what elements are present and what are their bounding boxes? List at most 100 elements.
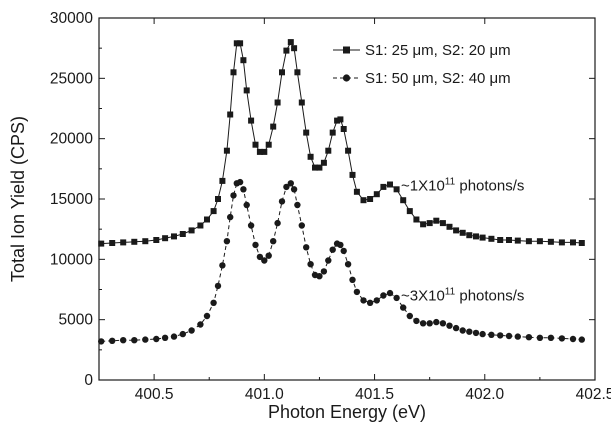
- data-point-circle: [236, 178, 244, 186]
- data-point-circle: [278, 198, 286, 205]
- data-point-circle: [406, 312, 413, 320]
- data-point-square: [525, 238, 532, 245]
- data-point-square: [497, 237, 504, 243]
- data-point-circle: [274, 219, 281, 227]
- data-point-circle: [514, 333, 521, 340]
- data-point-square: [274, 99, 281, 106]
- data-point-circle: [466, 328, 473, 335]
- data-point-circle: [252, 241, 259, 249]
- data-point-square: [473, 233, 479, 240]
- data-point-square: [233, 40, 240, 47]
- data-point-circle: [227, 213, 234, 221]
- series-1: [98, 39, 585, 247]
- data-point-square: [337, 116, 344, 123]
- data-point-circle: [525, 334, 533, 341]
- data-point-circle: [472, 329, 480, 337]
- data-point-square: [162, 235, 169, 242]
- y-axis-ticks: 0 5000 10000 15000 20000 25000 30000: [50, 10, 595, 389]
- data-point-circle: [452, 324, 460, 332]
- data-point-circle: [307, 261, 314, 268]
- x-tick-label: 400.5: [135, 386, 174, 403]
- data-point-circle: [243, 201, 250, 209]
- y-tick-label: 0: [84, 372, 93, 389]
- data-point-square: [578, 240, 585, 246]
- data-point-square: [223, 147, 230, 154]
- data-point-square: [334, 117, 341, 124]
- data-point-square: [153, 237, 160, 243]
- data-point-circle: [446, 322, 453, 329]
- data-point-square: [197, 222, 204, 229]
- data-point-circle: [188, 327, 195, 334]
- data-point-square: [479, 234, 486, 241]
- data-point-circle: [219, 262, 226, 269]
- data-point-square: [243, 87, 250, 94]
- data-point-square: [248, 117, 255, 124]
- data-point-square: [265, 141, 272, 148]
- data-point-circle: [366, 299, 374, 306]
- data-point-square: [307, 153, 314, 160]
- data-point-circle: [547, 334, 555, 341]
- data-point-circle: [98, 338, 105, 345]
- data-point-circle: [380, 292, 387, 299]
- data-point-circle: [433, 318, 440, 326]
- data-point-square: [131, 238, 138, 245]
- data-point-circle: [360, 297, 367, 304]
- data-point-square: [142, 238, 149, 245]
- data-point-circle: [170, 333, 178, 340]
- data-point-circle: [386, 289, 394, 297]
- data-point-square: [279, 69, 285, 76]
- data-point-circle: [419, 320, 427, 327]
- data-point-square: [536, 238, 543, 245]
- flux-annotation-1: ~1X1011 photons/s: [401, 177, 524, 195]
- data-point-square: [303, 129, 310, 136]
- series-2: [98, 178, 585, 345]
- data-point-circle: [270, 238, 277, 245]
- data-point-square: [252, 141, 259, 148]
- data-point-square: [420, 221, 427, 228]
- data-point-circle: [287, 180, 294, 187]
- data-point-square: [506, 237, 512, 243]
- data-point-circle: [109, 337, 116, 344]
- data-point-square: [230, 69, 237, 76]
- data-point-circle: [210, 299, 217, 306]
- data-point-circle: [479, 330, 486, 338]
- data-point-circle: [161, 334, 169, 341]
- data-point-circle: [426, 320, 433, 327]
- data-point-square: [570, 239, 576, 246]
- data-point-circle: [298, 222, 305, 229]
- data-point-circle: [256, 253, 264, 261]
- data-point-circle: [247, 222, 255, 229]
- data-point-square: [179, 231, 186, 237]
- data-point-square: [426, 220, 433, 227]
- data-point-circle: [142, 336, 149, 343]
- plot-frame: [98, 17, 596, 381]
- x-tick-label: 402.0: [465, 386, 504, 403]
- data-point-square: [446, 223, 453, 230]
- data-point-square: [360, 197, 367, 204]
- data-point-circle: [578, 336, 585, 343]
- data-point-circle: [290, 186, 298, 193]
- y-tick-label: 20000: [50, 131, 93, 148]
- data-point-square: [400, 197, 407, 204]
- data-point-circle: [340, 247, 347, 255]
- data-point-circle: [320, 268, 328, 275]
- data-point-circle: [153, 335, 160, 343]
- data-point-square: [387, 181, 393, 188]
- data-point-square: [325, 147, 332, 154]
- data-point-circle: [179, 330, 186, 338]
- data-point-circle: [439, 320, 447, 327]
- data-point-square: [188, 227, 195, 234]
- data-point-circle: [558, 335, 566, 342]
- data-point-square: [210, 208, 217, 215]
- legend-entry-series-2: S1: 50 μm, S2: 40 μm: [333, 70, 511, 87]
- data-point-square: [109, 240, 116, 246]
- data-point-square: [353, 188, 360, 195]
- data-point-circle: [265, 252, 272, 259]
- data-point-circle: [569, 335, 577, 343]
- legend-label-series-2: S1: 50 μm, S2: 40 μm: [365, 70, 511, 87]
- data-point-square: [171, 233, 177, 240]
- data-point-circle: [223, 238, 231, 245]
- data-point-circle: [337, 241, 344, 249]
- x-axis-title: Photon Energy (eV): [268, 402, 426, 422]
